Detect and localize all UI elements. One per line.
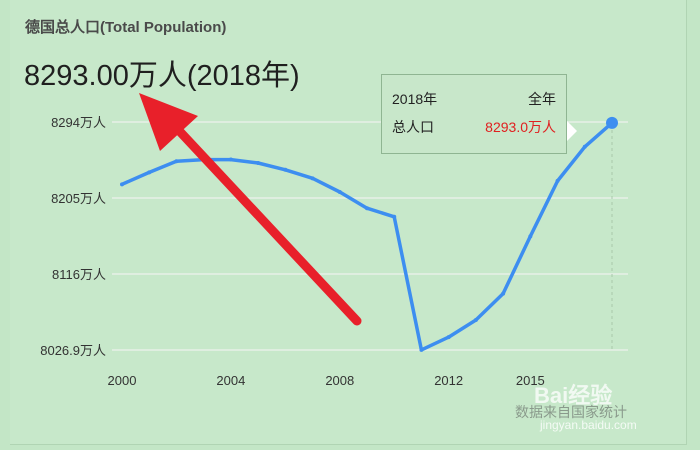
data-point[interactable] [120, 182, 124, 187]
x-tick-label: 2008 [325, 373, 354, 388]
tooltip-row-period: 2018年 全年 [392, 89, 556, 109]
data-point[interactable] [419, 347, 424, 352]
data-point[interactable] [473, 318, 478, 323]
x-tick-label: 2012 [434, 373, 463, 388]
baidu-logo: Bai经验 [534, 383, 613, 408]
data-point[interactable] [310, 176, 315, 181]
data-point[interactable] [501, 291, 506, 296]
data-point[interactable] [147, 170, 152, 175]
data-point[interactable] [528, 234, 533, 239]
x-tick-label: 2015 [516, 373, 545, 388]
data-point[interactable] [337, 189, 342, 194]
y-tick-label: 8116万人 [52, 267, 106, 282]
data-point[interactable] [582, 144, 587, 149]
data-point[interactable] [555, 178, 560, 183]
tooltip-year: 2018年 [392, 91, 438, 107]
tooltip-pointer [567, 121, 577, 141]
data-point[interactable] [446, 335, 451, 340]
series-line [120, 121, 614, 352]
data-point[interactable] [365, 206, 369, 211]
y-tick-label: 8026.9万人 [40, 343, 106, 358]
y-tick-label: 8294万人 [51, 115, 106, 130]
tooltip: 2018年 全年 总人口 8293.0万人 [381, 74, 567, 154]
tooltip-metric-value: 8293.0万人 [485, 119, 556, 135]
red-arrow-shaft [165, 116, 362, 326]
tooltip-row-value: 总人口 8293.0万人 [392, 117, 556, 137]
tooltip-metric-label: 总人口 [392, 119, 434, 135]
x-tick-label: 2004 [216, 373, 245, 388]
data-point[interactable] [228, 157, 233, 162]
y-axis: 8294万人 8205万人 8116万人 8026.9万人 [40, 115, 106, 358]
grid-layer [112, 121, 628, 351]
source-note: 数据来自国家统计 [515, 405, 627, 421]
chart-title: 德国总人口(Total Population) [25, 19, 227, 36]
x-axis: 2000 2004 2008 2012 2015 [108, 373, 545, 388]
highlight-point[interactable] [606, 116, 618, 129]
points-layer [120, 120, 614, 352]
data-point[interactable] [256, 160, 261, 165]
data-point[interactable] [174, 159, 179, 164]
x-tick-label: 2000 [108, 373, 137, 388]
data-point[interactable] [392, 214, 397, 219]
baidu-logo-site: jingyan.baidu.com [540, 418, 637, 432]
red-arrow [139, 93, 362, 326]
y-tick-label: 8205万人 [51, 191, 106, 206]
data-point[interactable] [283, 167, 288, 172]
tooltip-period: 全年 [528, 91, 556, 107]
chart-panel [10, 0, 687, 445]
red-arrow-head [139, 93, 198, 151]
headline-value: 8293.00万人(2018年) [24, 60, 300, 92]
